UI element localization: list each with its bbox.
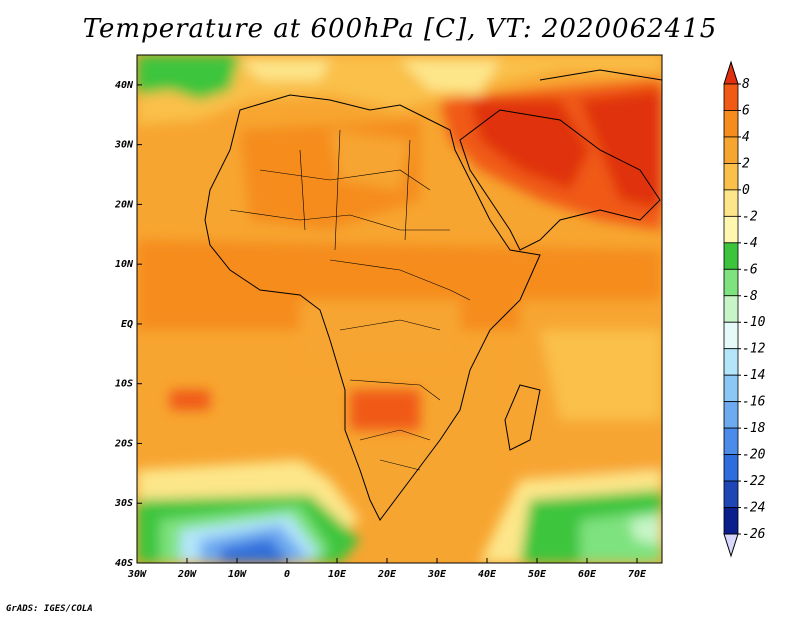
colorbar-label: -26 xyxy=(742,527,766,542)
coastlines xyxy=(204,69,662,521)
colorbar-swatch xyxy=(723,189,739,217)
lon-label: 70E xyxy=(628,569,647,580)
longitude-axis: 30W 20W 10W 0 10E 20E 30E 40E 50E 60E 70E xyxy=(127,558,647,580)
colorbar-label: -20 xyxy=(742,448,766,463)
colorbar-label: -24 xyxy=(742,501,765,516)
lon-label: 20E xyxy=(377,569,397,580)
lon-label: 30W xyxy=(127,569,147,580)
temperature-field xyxy=(137,55,662,563)
lat-label: 10N xyxy=(115,259,134,270)
country-borders xyxy=(229,129,471,471)
lat-label: 30S xyxy=(114,498,133,509)
colorbar-swatch xyxy=(723,348,739,376)
colorbar-label: -16 xyxy=(742,395,766,410)
colorbar-label: 8 xyxy=(742,77,750,92)
lon-label: 10W xyxy=(228,569,247,580)
latitude-axis: 40N 30N 20N 10N EQ 10S 20S 30S 40S xyxy=(114,80,142,569)
colorbar-swatch xyxy=(723,507,739,535)
map-frame xyxy=(136,54,663,564)
lat-label: 40N xyxy=(115,80,134,91)
colorbar-swatch xyxy=(723,454,739,482)
colorbar-swatch xyxy=(723,110,739,138)
lon-label: 0 xyxy=(284,569,290,580)
colorbar-label: -22 xyxy=(742,474,766,489)
lat-label: 30N xyxy=(114,140,134,151)
lon-label: 30E xyxy=(427,569,447,580)
lon-label: 60E xyxy=(578,569,597,580)
lat-label: EQ xyxy=(121,319,133,330)
colorbar-swatch xyxy=(723,374,739,403)
colorbar-label: 2 xyxy=(742,156,750,171)
lat-label: 40S xyxy=(115,558,133,569)
colorbar-label: -8 xyxy=(742,289,758,304)
colorbar-label: -2 xyxy=(742,209,758,224)
colorbar-label: -6 xyxy=(742,262,758,277)
colorbar-swatch xyxy=(723,215,739,244)
colorbar-label: 0 xyxy=(742,183,750,198)
colorbar-swatch xyxy=(723,83,739,111)
lon-label: 40E xyxy=(478,569,497,580)
lat-label: 20N xyxy=(114,199,134,210)
colorbar-bottom-arrow xyxy=(723,533,739,558)
lat-label: 10S xyxy=(115,379,133,390)
lon-label: 20W xyxy=(177,569,197,580)
colorbar-swatch xyxy=(723,268,739,297)
colorbar-swatch xyxy=(723,480,739,508)
colorbar: 8 6 4 2 0 -2 -4 -6 -8 -10 -12 -14 -16 -18 -20 -22 -24 -26 xyxy=(723,60,766,558)
chart-title: Temperature at 600hPa [C], VT: 202006241… xyxy=(82,14,718,44)
lon-label: 10E xyxy=(328,569,347,580)
colorbar-swatch xyxy=(723,163,739,191)
colorbar-label: -12 xyxy=(742,342,766,357)
colorbar-label: -10 xyxy=(742,315,766,330)
lon-label: 50E xyxy=(528,569,547,580)
colorbar-swatch xyxy=(723,136,739,164)
colorbar-swatch xyxy=(723,242,739,270)
lat-label: 20S xyxy=(114,438,133,449)
colorbar-label: -14 xyxy=(742,368,765,383)
colorbar-label: 4 xyxy=(742,130,750,145)
colorbar-swatch xyxy=(723,401,739,429)
colorbar-label: -18 xyxy=(742,421,766,436)
grads-credit: GrADS: IGES/COLA xyxy=(6,604,93,614)
colorbar-label: 6 xyxy=(742,103,750,118)
colorbar-swatch xyxy=(723,295,739,323)
colorbar-label: -4 xyxy=(742,236,758,251)
colorbar-top-arrow xyxy=(723,60,739,85)
colorbar-swatch xyxy=(723,321,739,350)
colorbar-swatch xyxy=(723,427,739,455)
